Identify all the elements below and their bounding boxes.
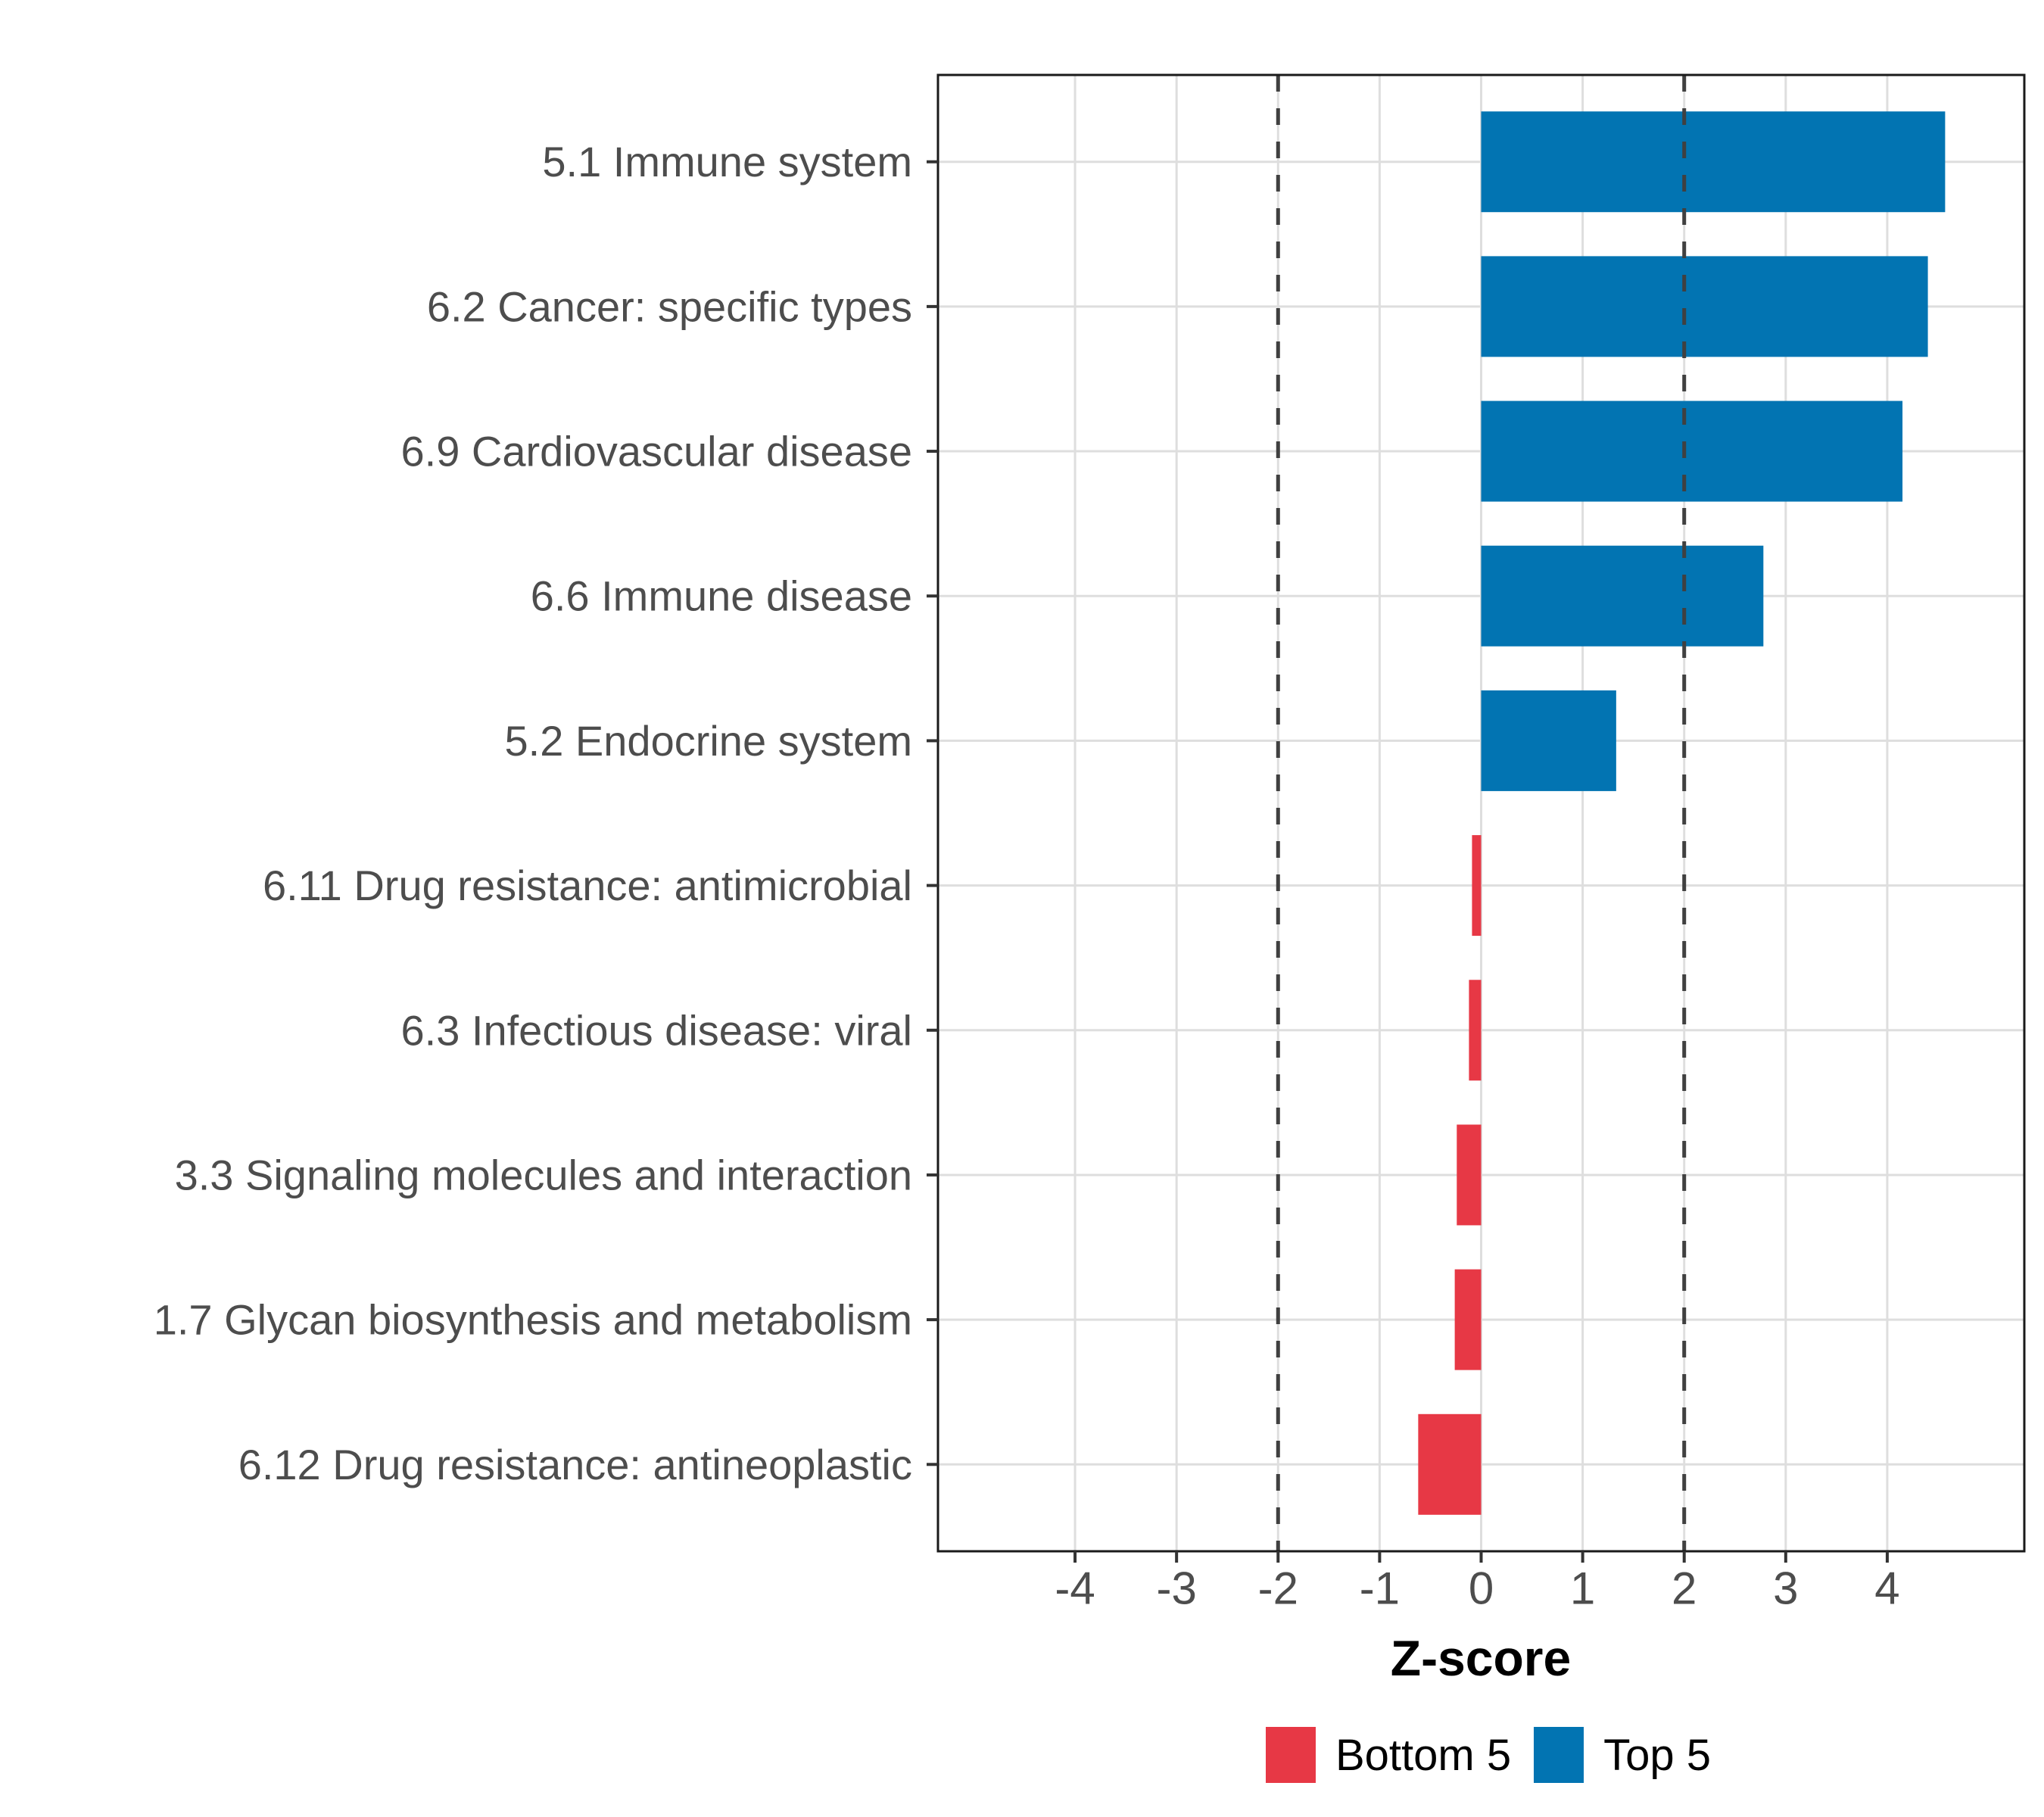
category-label: 6.11 Drug resistance: antimicrobial bbox=[263, 862, 912, 909]
bar[interactable] bbox=[1481, 111, 1946, 213]
bar[interactable] bbox=[1454, 1269, 1482, 1370]
x-tick-label: 1 bbox=[1570, 1563, 1595, 1614]
bar[interactable] bbox=[1457, 1124, 1482, 1226]
legend-label: Bottom 5 bbox=[1335, 1730, 1512, 1780]
category-label: 1.7 Glycan biosynthesis and metabolism bbox=[154, 1296, 912, 1344]
category-label: 6.6 Immune disease bbox=[531, 572, 912, 620]
category-label: 3.3 Signaling molecules and interaction bbox=[175, 1151, 912, 1198]
x-tick-label: -4 bbox=[1055, 1563, 1095, 1614]
x-tick-label: -3 bbox=[1156, 1563, 1196, 1614]
bar[interactable] bbox=[1469, 980, 1482, 1081]
legend-swatch bbox=[1265, 1727, 1316, 1783]
category-label: 6.3 Infectious disease: viral bbox=[401, 1006, 912, 1054]
legend: Bottom 5 Top 5 bbox=[1265, 1727, 1711, 1783]
x-tick-label: 4 bbox=[1874, 1563, 1899, 1614]
x-tick-label: 3 bbox=[1773, 1563, 1798, 1614]
x-tick-label: 0 bbox=[1469, 1563, 1494, 1614]
x-axis-title: Z-score bbox=[1390, 1630, 1572, 1686]
legend-label: Top 5 bbox=[1603, 1730, 1712, 1780]
bar[interactable] bbox=[1481, 256, 1928, 357]
category-label: 5.1 Immune system bbox=[542, 138, 912, 185]
x-tick-label: -1 bbox=[1360, 1563, 1400, 1614]
bar[interactable] bbox=[1418, 1413, 1482, 1515]
category-label: 6.9 Cardiovascular disease bbox=[401, 428, 912, 475]
legend-item[interactable]: Top 5 bbox=[1534, 1727, 1711, 1783]
x-tick-label: 2 bbox=[1672, 1563, 1697, 1614]
category-label: 6.12 Drug resistance: antineoplastic bbox=[238, 1441, 912, 1488]
legend-item[interactable]: Bottom 5 bbox=[1265, 1727, 1512, 1783]
bar[interactable] bbox=[1481, 545, 1764, 647]
category-label: 5.2 Endocrine system bbox=[505, 717, 912, 765]
bar[interactable] bbox=[1472, 835, 1482, 937]
x-tick-label: -2 bbox=[1258, 1563, 1298, 1614]
bar[interactable] bbox=[1481, 690, 1616, 791]
category-label: 6.2 Cancer: specific types bbox=[427, 282, 912, 330]
legend-swatch bbox=[1534, 1727, 1584, 1783]
bar[interactable] bbox=[1481, 400, 1903, 502]
